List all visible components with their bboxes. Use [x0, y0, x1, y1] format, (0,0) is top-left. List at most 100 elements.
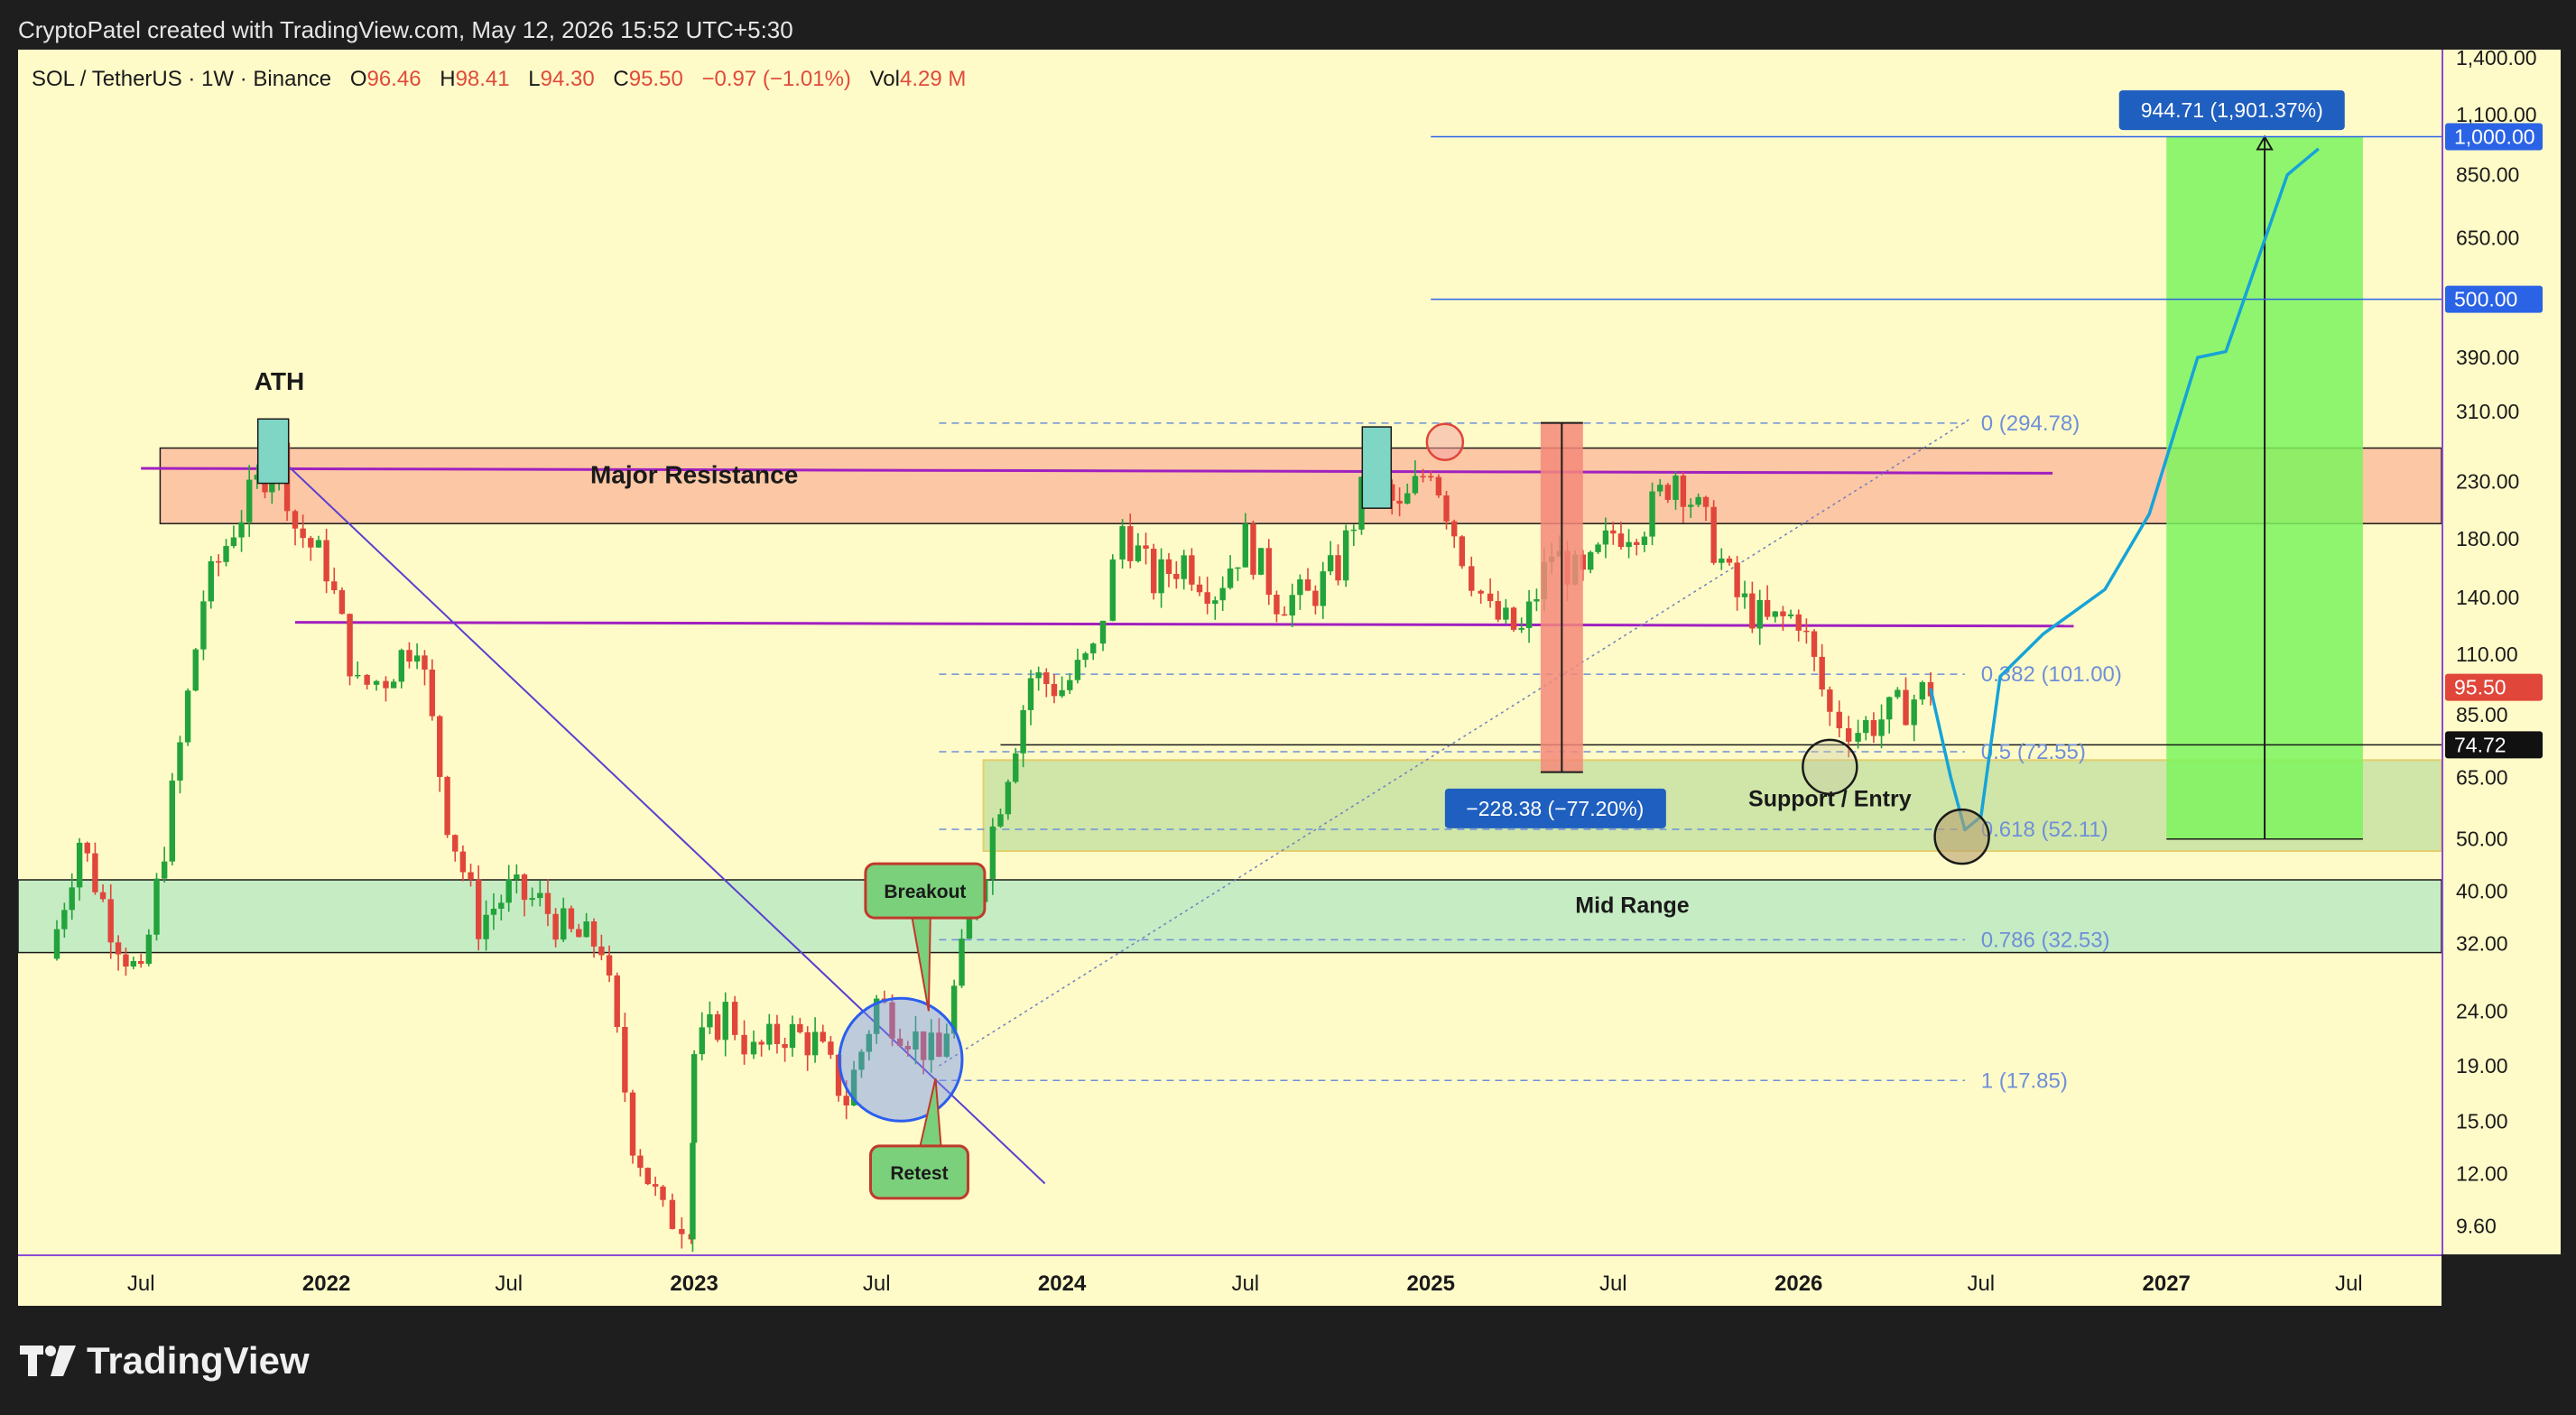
- major-resistance-line: [141, 467, 2053, 475]
- candle-body: [850, 1069, 857, 1105]
- candle-body: [1219, 587, 1226, 601]
- candle-body: [1173, 573, 1180, 579]
- ath-label: ATH: [255, 367, 304, 395]
- time-tick-label: Jul: [2335, 1272, 2363, 1296]
- candle-body: [323, 540, 329, 582]
- candle-body: [1304, 579, 1311, 591]
- ascending-dotted-trendline: [939, 418, 1970, 1067]
- candle-body: [1503, 607, 1509, 620]
- candle-body: [928, 1032, 934, 1060]
- candle-body: [598, 946, 605, 956]
- candle-body: [629, 1092, 636, 1156]
- close-value: 95.50: [628, 67, 683, 91]
- candle-body: [1196, 584, 1203, 593]
- time-tick-label: Jul: [1599, 1272, 1627, 1296]
- descending-trendline: [273, 451, 1046, 1185]
- close-label: C: [613, 67, 629, 91]
- major-resistance-zone: [159, 447, 2442, 524]
- candle-body: [1005, 781, 1012, 815]
- price-tick-label: 40.00: [2456, 880, 2508, 903]
- candle-body: [1450, 521, 1458, 537]
- candle-body: [644, 1168, 651, 1185]
- candle-body: [1274, 595, 1280, 615]
- candle-body: [544, 892, 551, 914]
- candle-body: [637, 1155, 644, 1169]
- candle-body: [561, 908, 567, 940]
- candle-body: [145, 934, 153, 965]
- candle-body: [331, 581, 338, 591]
- candle-body: [1204, 592, 1210, 605]
- time-tick-label: 2025: [1407, 1272, 1455, 1296]
- candle-body: [429, 670, 436, 717]
- breakout-circle-marker: [838, 996, 964, 1123]
- candle-body: [722, 1002, 728, 1040]
- candle-body: [444, 776, 450, 836]
- candle-body: [1396, 500, 1403, 504]
- candle-body: [476, 879, 482, 939]
- tradingview-brand[interactable]: TradingView: [20, 1339, 310, 1383]
- candle-body: [1020, 709, 1026, 754]
- candle-body: [390, 681, 397, 689]
- candle-body: [177, 742, 183, 781]
- candle-body: [1051, 683, 1058, 697]
- candle-body: [1067, 680, 1073, 690]
- candle-body: [1389, 484, 1395, 501]
- candle-body: [1127, 526, 1134, 561]
- price-tick-label: 310.00: [2456, 400, 2519, 423]
- time-axis[interactable]: Jul 2022 Jul 2023 Jul 2024 Jul 2025 Jul 2026 Jul 20…: [18, 1254, 2442, 1306]
- time-tick-label: 2023: [670, 1272, 718, 1296]
- candle-body: [1335, 555, 1341, 581]
- candle-body: [904, 1045, 912, 1050]
- candle-body: [873, 998, 880, 1034]
- candle-body: [1595, 544, 1601, 552]
- candle-body: [1119, 526, 1126, 560]
- candle-body: [1143, 545, 1149, 550]
- price-badge-label: 500.00: [2454, 288, 2517, 311]
- time-tick-label: Jul: [1967, 1272, 1995, 1296]
- candle-body: [1534, 598, 1540, 602]
- symbol-legend[interactable]: SOL / TetherUS · 1W · Binance O96.46 H98…: [32, 67, 966, 92]
- symbol-name[interactable]: SOL / TetherUS · 1W · Binance: [32, 67, 332, 91]
- candle-body: [1836, 711, 1842, 729]
- chart-canvas[interactable]: 0 (294.78) 0.382 (101.00) 0.5 (72.55) 0.618…: [18, 50, 2442, 1254]
- candle-body: [498, 902, 505, 909]
- fib-level-label: 0.382 (101.00): [1981, 662, 2122, 687]
- price-axis[interactable]: 1,400.00 1,100.00 850.00 650.00 500.00 390.00…: [2442, 50, 2561, 1254]
- candle-body: [99, 892, 107, 900]
- candle-body: [766, 1023, 773, 1045]
- candle-body: [804, 1031, 811, 1056]
- fib-level-label: 0.618 (52.11): [1981, 818, 2108, 842]
- candle-body: [959, 939, 965, 986]
- candle-body: [1320, 571, 1326, 606]
- chart-author-header: CryptoPatel created with TradingView.com…: [18, 16, 793, 43]
- candle-body: [76, 842, 83, 888]
- candle-body: [741, 1034, 747, 1055]
- candle-body: [1649, 491, 1655, 537]
- price-tick-label: 650.00: [2456, 226, 2519, 249]
- candle-body: [107, 899, 114, 943]
- candle-body: [69, 887, 75, 911]
- candle-body: [835, 1054, 842, 1096]
- time-tick-label: 2022: [302, 1272, 350, 1296]
- candle-body: [1510, 607, 1517, 630]
- candle-body: [138, 961, 144, 965]
- candle-body: [452, 835, 459, 852]
- candle-body: [568, 908, 575, 929]
- candle-body: [406, 650, 412, 662]
- price-tick-label: 390.00: [2456, 346, 2519, 369]
- candle-body: [1870, 720, 1877, 736]
- candle-body: [292, 511, 299, 529]
- candle-body: [208, 560, 214, 602]
- candle-body: [1803, 630, 1810, 633]
- price-tick-label: 1,100.00: [2456, 103, 2537, 126]
- candle-body: [1289, 595, 1295, 616]
- candle-body: [1342, 530, 1349, 581]
- price-tick-label: 24.00: [2456, 999, 2508, 1022]
- candle-body: [606, 955, 613, 976]
- candle-body: [797, 1023, 803, 1032]
- candle-body: [820, 1031, 826, 1042]
- high-value: 98.41: [455, 67, 510, 91]
- candle-body: [254, 475, 261, 480]
- mid-resistance-line: [295, 621, 2074, 628]
- candle-body: [347, 614, 353, 677]
